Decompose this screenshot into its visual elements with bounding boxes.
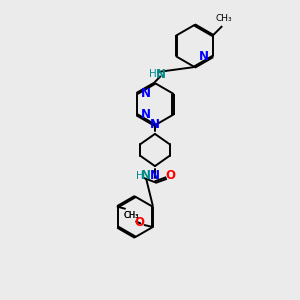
- Text: N: N: [150, 169, 160, 182]
- Text: CH₃: CH₃: [123, 211, 139, 220]
- Text: N: N: [141, 108, 151, 121]
- Text: H: H: [148, 70, 156, 80]
- Text: O: O: [166, 169, 176, 182]
- Text: N: N: [150, 118, 160, 131]
- Text: N: N: [141, 169, 151, 182]
- Text: N: N: [199, 50, 209, 63]
- Text: N: N: [141, 87, 151, 100]
- Text: H: H: [136, 170, 144, 181]
- Text: N: N: [155, 68, 165, 81]
- Text: O: O: [135, 216, 145, 229]
- Text: CH₃: CH₃: [216, 14, 232, 22]
- Text: CH₃: CH₃: [124, 211, 140, 220]
